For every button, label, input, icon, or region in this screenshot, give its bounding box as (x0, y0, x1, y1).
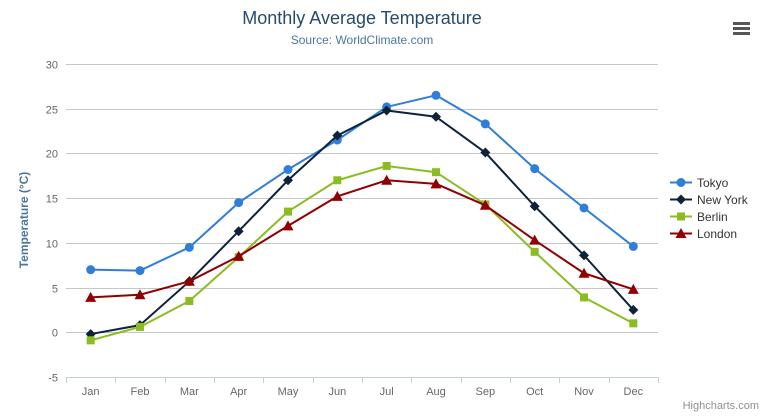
x-axis-label: Aug (426, 386, 446, 398)
data-point-new-york-sep[interactable] (480, 147, 491, 158)
data-point-new-york-jun[interactable] (332, 130, 343, 141)
data-point-berlin-feb[interactable] (136, 322, 144, 331)
series-line-new-york[interactable] (89, 109, 635, 336)
x-axis-label: Oct (526, 386, 543, 398)
data-point-berlin-mar[interactable] (185, 296, 194, 305)
series-line-tokyo[interactable] (89, 94, 635, 272)
y-axis-label: -5 (48, 373, 58, 385)
x-axis-label: Dec (624, 386, 644, 398)
data-point-london-jul[interactable] (381, 174, 393, 185)
legend-item-label: New York (697, 192, 748, 207)
legend-marker-tokyo (676, 178, 686, 187)
data-point-new-york-nov[interactable] (579, 250, 589, 261)
data-point-london-oct[interactable] (529, 234, 541, 245)
data-point-berlin-aug[interactable] (432, 168, 440, 177)
legend-item-berlin[interactable]: Berlin (670, 208, 748, 225)
data-point-london-sep[interactable] (479, 199, 491, 210)
data-point-london-apr[interactable] (233, 250, 245, 261)
legend-item-london[interactable]: London (670, 225, 748, 242)
data-point-berlin-oct[interactable] (530, 247, 539, 256)
legend-symbol-circle-icon (670, 178, 692, 187)
legend: Tokyo New York Berlin London (670, 174, 748, 242)
x-axis-label: Jun (328, 386, 346, 398)
data-point-berlin-may[interactable] (284, 207, 292, 216)
y-axis-label: 20 (46, 149, 58, 161)
x-axis-label: Mar (180, 386, 199, 398)
data-point-new-york-dec[interactable] (628, 304, 639, 315)
legend-symbol-diamond-icon (670, 194, 692, 205)
data-point-london-feb[interactable] (134, 289, 146, 300)
legend-item-label: London (697, 226, 738, 241)
legend-marker-new-york (676, 194, 686, 205)
context-menu-button[interactable] (730, 19, 753, 38)
y-axis-label: 30 (46, 60, 58, 72)
legend-item-tokyo[interactable]: Tokyo (670, 174, 748, 191)
x-axis-label: Feb (131, 386, 150, 398)
data-point-new-york-aug[interactable] (431, 111, 441, 122)
data-point-berlin-dec[interactable] (629, 319, 638, 328)
x-axis-label: Apr (230, 386, 247, 398)
legend-item-label: Tokyo (697, 175, 729, 190)
y-axis-label: 5 (52, 284, 58, 296)
hamburger-bar (733, 32, 750, 35)
data-point-london-jan[interactable] (85, 291, 97, 302)
legend-marker-berlin (677, 212, 685, 221)
data-point-new-york-jul[interactable] (381, 105, 392, 116)
x-axis-label: Nov (574, 386, 594, 398)
data-point-tokyo-jan[interactable] (86, 265, 96, 275)
data-point-london-may[interactable] (282, 220, 294, 231)
data-point-berlin-nov[interactable] (580, 293, 588, 302)
data-point-new-york-oct[interactable] (529, 201, 540, 212)
data-point-london-aug[interactable] (430, 178, 442, 189)
legend-symbol-triangle-icon (670, 228, 692, 238)
y-axis-label: 10 (46, 239, 58, 251)
data-point-tokyo-oct[interactable] (530, 164, 540, 174)
y-axis-title: Temperature (°C) (17, 171, 31, 269)
data-point-tokyo-aug[interactable] (431, 90, 441, 100)
credits-link[interactable]: Highcharts.com (682, 400, 759, 412)
data-point-london-dec[interactable] (627, 283, 639, 294)
hamburger-icon (733, 22, 750, 35)
data-point-london-jun[interactable] (331, 190, 343, 201)
data-point-berlin-jan[interactable] (86, 336, 95, 345)
x-axis-label: Jul (380, 386, 394, 398)
series-line-berlin[interactable] (89, 164, 635, 342)
data-point-berlin-jun[interactable] (333, 176, 342, 185)
data-point-london-nov[interactable] (578, 267, 590, 278)
x-axis-label: May (278, 386, 299, 398)
y-axis-label: 15 (46, 194, 58, 206)
data-point-berlin-jul[interactable] (382, 161, 391, 170)
data-point-tokyo-apr[interactable] (234, 198, 244, 208)
series-line-london[interactable] (89, 179, 635, 299)
data-point-tokyo-dec[interactable] (628, 241, 638, 251)
y-axis-label: 0 (52, 328, 58, 340)
legend-item-label: Berlin (697, 209, 728, 224)
legend-item-new-york[interactable]: New York (670, 191, 748, 208)
y-axis-label: 25 (46, 105, 58, 117)
x-axis-label: Jan (82, 386, 100, 398)
data-point-tokyo-feb[interactable] (135, 266, 145, 276)
legend-symbol-square-icon (670, 212, 692, 221)
data-point-tokyo-may[interactable] (283, 165, 293, 175)
data-point-london-mar[interactable] (183, 275, 195, 286)
chart-subtitle: Source: WorldClimate.com (290, 33, 434, 47)
chart-title: Monthly Average Temperature (242, 8, 482, 28)
data-point-new-york-may[interactable] (283, 175, 293, 186)
data-point-tokyo-nov[interactable] (579, 203, 589, 213)
data-point-tokyo-sep[interactable] (480, 119, 490, 129)
x-axis-label: Sep (476, 386, 496, 398)
data-point-tokyo-mar[interactable] (184, 242, 194, 252)
hamburger-bar (733, 22, 750, 25)
data-point-new-york-apr[interactable] (233, 226, 244, 237)
legend-marker-london (675, 228, 687, 238)
hamburger-bar (733, 27, 750, 30)
